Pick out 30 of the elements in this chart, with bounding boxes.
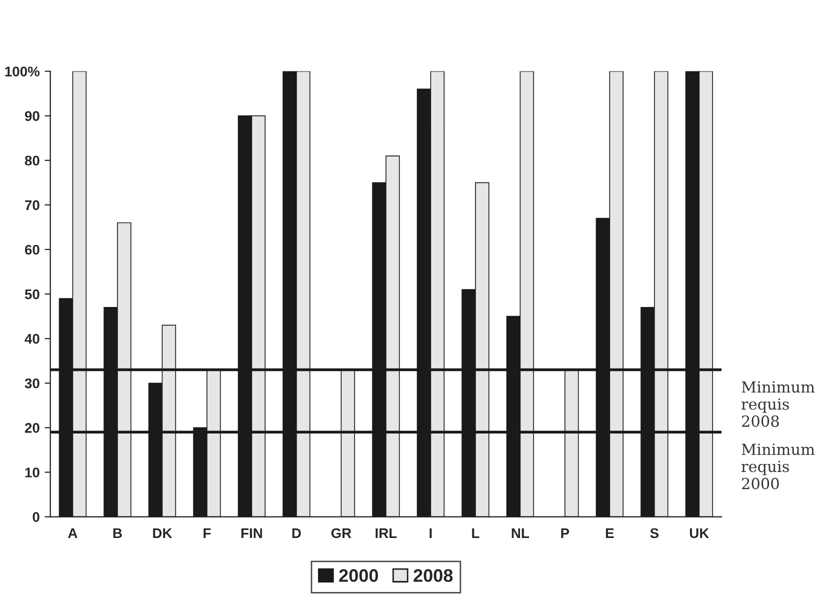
y-tick-label: 30 [24,378,40,388]
x-tick-label: P [561,528,570,538]
ref-line-label: Minimum requis 2008 [742,381,815,427]
x-tick-label: S [650,528,659,538]
x-tick-label: DK [153,528,172,538]
x-tick-label: L [472,528,480,538]
legend-label: 2008 [414,569,453,582]
y-tick-label: 40 [24,334,40,344]
x-tick-label: E [606,528,614,538]
y-tick-label: 20 [24,423,40,433]
ref-line-label: Minimum requis 2000 [742,444,815,490]
y-tick-label: 10 [25,468,40,478]
x-tick-label: UK [690,528,710,538]
x-tick-label: NL [512,528,530,538]
y-tick-label: 80 [24,156,40,166]
x-tick-label: B [113,528,122,538]
y-tick-label: 50 [24,289,40,300]
y-tick-label: 60 [24,244,40,255]
y-tick-label: 90 [24,111,40,121]
x-tick-label: FIN [241,528,262,538]
x-tick-label: D [292,528,301,538]
x-tick-label: IRL [376,528,397,538]
legend-label: 2000 [339,569,378,582]
y-tick-label: 0 [32,512,40,522]
x-tick-label: A [68,528,78,538]
y-tick-label: 70 [25,200,40,210]
x-tick-label: F [204,528,211,538]
x-tick-label: GR [331,528,352,538]
x-tick-label: I [430,528,432,538]
y-tick-label: 100% [5,66,40,76]
